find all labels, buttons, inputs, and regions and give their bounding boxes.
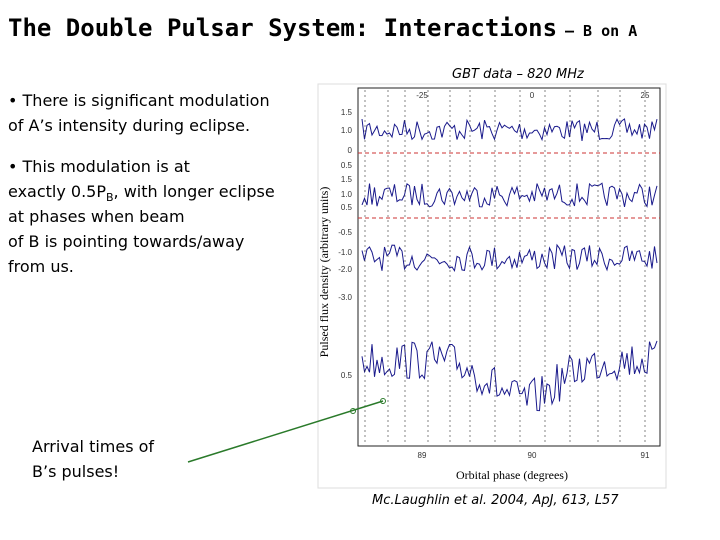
subtitle: – B on A: [565, 22, 637, 40]
figure-frame: [317, 83, 667, 489]
text-run: exactly 0.5P: [8, 182, 106, 201]
left-tick-label: 1.5: [341, 175, 353, 184]
left-tick-label: 1.0: [341, 126, 353, 135]
left-tick-label: 1.0: [341, 190, 353, 199]
subscript: B: [106, 191, 114, 204]
figure-caption: GBT data – 820 MHz: [452, 67, 585, 82]
bullet-line: • There is significant modulation: [8, 91, 270, 110]
bottom-tick-label: 90: [528, 451, 537, 460]
left-tick-label: 1.5: [341, 108, 353, 117]
top-tick-label: -25: [416, 91, 428, 100]
plot-frame: [357, 87, 661, 447]
left-tick-label: -0.5: [338, 228, 352, 237]
left-tick-label: -1.0: [338, 248, 352, 257]
bullet-line: from us.: [8, 257, 74, 276]
callout-line: B’s pulses!: [32, 462, 119, 481]
bottom-tick-label: 91: [641, 451, 650, 460]
pointer-dot: [350, 408, 356, 414]
bullet-line: of A’s intensity during eclipse.: [8, 116, 250, 135]
y-label: Pulsed flux density (arbitrary units): [317, 187, 331, 358]
x-label: Orbital phase (degrees): [456, 468, 568, 482]
bullet-line: exactly 0.5PB, with longer eclipse: [8, 182, 275, 204]
left-tick-label: 0.5: [341, 203, 353, 212]
left-tick-label: -2.0: [338, 265, 352, 274]
left-tick-label: 0: [348, 146, 353, 155]
traces: [361, 117, 658, 412]
title: The Double Pulsar System: Interactions: [8, 14, 557, 42]
callout-line: Arrival times of: [32, 437, 154, 456]
top-tick-label: 0: [530, 91, 535, 100]
left-tick-label: 0.5: [341, 161, 353, 170]
text-run: , with longer eclipse: [114, 182, 275, 201]
bullet-line: of B is pointing towards/away: [8, 232, 244, 251]
figure: Pulsed flux density (arbitrary units) Or…: [317, 83, 667, 489]
reference: Mc.Laughlin et al. 2004, ApJ, 613, L57: [372, 493, 619, 508]
pointer-dot: [380, 398, 386, 404]
bullet-line: at phases when beam: [8, 207, 185, 226]
bottom-tick-label: 89: [418, 451, 427, 460]
bullet-line: • This modulation is at: [8, 157, 190, 176]
trace: [361, 340, 658, 412]
trace: [361, 182, 658, 208]
left-tick-label: 0.5: [341, 371, 353, 380]
left-tick-label: -3.0: [338, 293, 352, 302]
trace: [361, 243, 658, 273]
trace: [361, 117, 658, 142]
text-area: • There is significant modulation of A’s …: [8, 91, 275, 481]
